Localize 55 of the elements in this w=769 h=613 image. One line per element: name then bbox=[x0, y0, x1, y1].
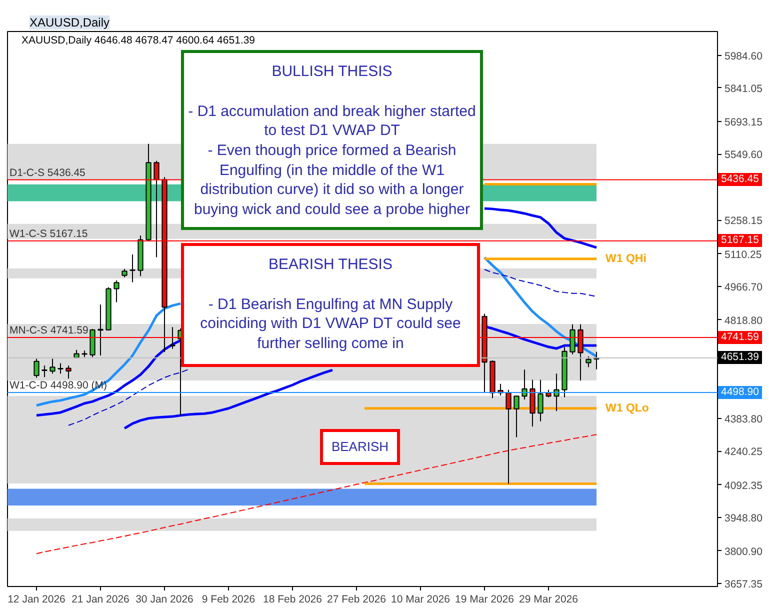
y-tick-label: 3657.35 bbox=[724, 578, 763, 590]
candlestick bbox=[130, 254, 136, 283]
x-tick-label: 10 Mar 2026 bbox=[391, 594, 450, 606]
chart-title: XAUUSD,Daily bbox=[30, 16, 110, 30]
candlestick bbox=[586, 356, 592, 368]
series-label: W1 QHi bbox=[606, 252, 646, 265]
candlestick bbox=[114, 280, 120, 303]
x-tick-label: 18 Feb 2026 bbox=[263, 594, 322, 606]
x-tick-label: 30 Jan 2026 bbox=[136, 594, 194, 606]
line-series bbox=[36, 434, 597, 554]
y-tick-label: 5110.25 bbox=[724, 248, 762, 261]
candlestick bbox=[538, 379, 544, 422]
candlestick bbox=[570, 324, 576, 355]
y-tick-label: 5841.05 bbox=[724, 82, 763, 95]
candlestick bbox=[578, 324, 584, 381]
candlestick bbox=[154, 160, 160, 258]
candlestick bbox=[58, 362, 64, 374]
ref-line-label: MN-C-S 4741.59 bbox=[10, 324, 88, 336]
y-tick-label: 5984.60 bbox=[724, 50, 763, 62]
x-tick-label: 21 Jan 2026 bbox=[72, 594, 130, 606]
x-tick-label: 27 Feb 2026 bbox=[327, 594, 386, 606]
series-label: W1 QLo bbox=[606, 402, 649, 414]
y-tick-label: 4240.25 bbox=[724, 446, 763, 458]
chart-subtitle: XAUUSD,Daily 4646.48 4678.47 4600.64 4651.39 bbox=[22, 34, 256, 46]
y-tick-label: 4651.39 bbox=[718, 350, 762, 364]
candlestick bbox=[50, 358, 56, 374]
candlestick bbox=[514, 395, 520, 438]
y-tick-label: 4741.59 bbox=[718, 330, 762, 344]
y-tick-label: 4818.80 bbox=[724, 314, 763, 327]
y-tick-label: 5258.15 bbox=[724, 215, 763, 228]
x-tick-label: 19 Mar 2026 bbox=[455, 594, 514, 606]
candlestick bbox=[66, 365, 72, 380]
y-tick-label: 5167.15 bbox=[718, 234, 762, 247]
x-tick-label: 29 Mar 2026 bbox=[519, 594, 578, 606]
y-tick-label: 4092.35 bbox=[724, 480, 763, 492]
y-tick-label: 3948.80 bbox=[724, 512, 763, 524]
candlestick bbox=[42, 365, 48, 378]
text: BULLISH THESIS - D1 accumulation and break higher started to test D1 VWAP DT - Even though price formed a Bearish Engulfing (in the middle of the W1 distribution curve) it did so with a longer buying wick and could see a probe higher bbox=[188, 63, 476, 218]
y-tick-label: 5693.15 bbox=[724, 116, 763, 129]
candlestick bbox=[98, 304, 104, 356]
text: BEARISH THESIS - D1 Bearish Engulfing at MN Supply coinciding with D1 VWAP DT could see further selling come in bbox=[200, 256, 461, 352]
x-tick-label: 12 Jan 2026 bbox=[8, 594, 66, 606]
ref-line-label: D1-C-S 5436.45 bbox=[10, 166, 86, 179]
y-tick-label: 4966.70 bbox=[724, 281, 763, 294]
y-tick-label: 5436.45 bbox=[718, 172, 762, 186]
candlestick bbox=[34, 358, 40, 378]
y-tick-label: 5549.60 bbox=[724, 149, 763, 162]
y-tick-label: 4383.80 bbox=[724, 414, 763, 426]
annotation: BEARISH bbox=[330, 438, 390, 456]
y-tick-label: 4498.90 bbox=[718, 386, 762, 398]
candlestick bbox=[170, 326, 176, 350]
y-tick-label: 3800.90 bbox=[724, 546, 763, 558]
x-tick-label: 9 Feb 2026 bbox=[202, 594, 256, 606]
ref-line-label: W1-C-S 5167.15 bbox=[10, 228, 88, 240]
candlestick bbox=[506, 389, 512, 484]
